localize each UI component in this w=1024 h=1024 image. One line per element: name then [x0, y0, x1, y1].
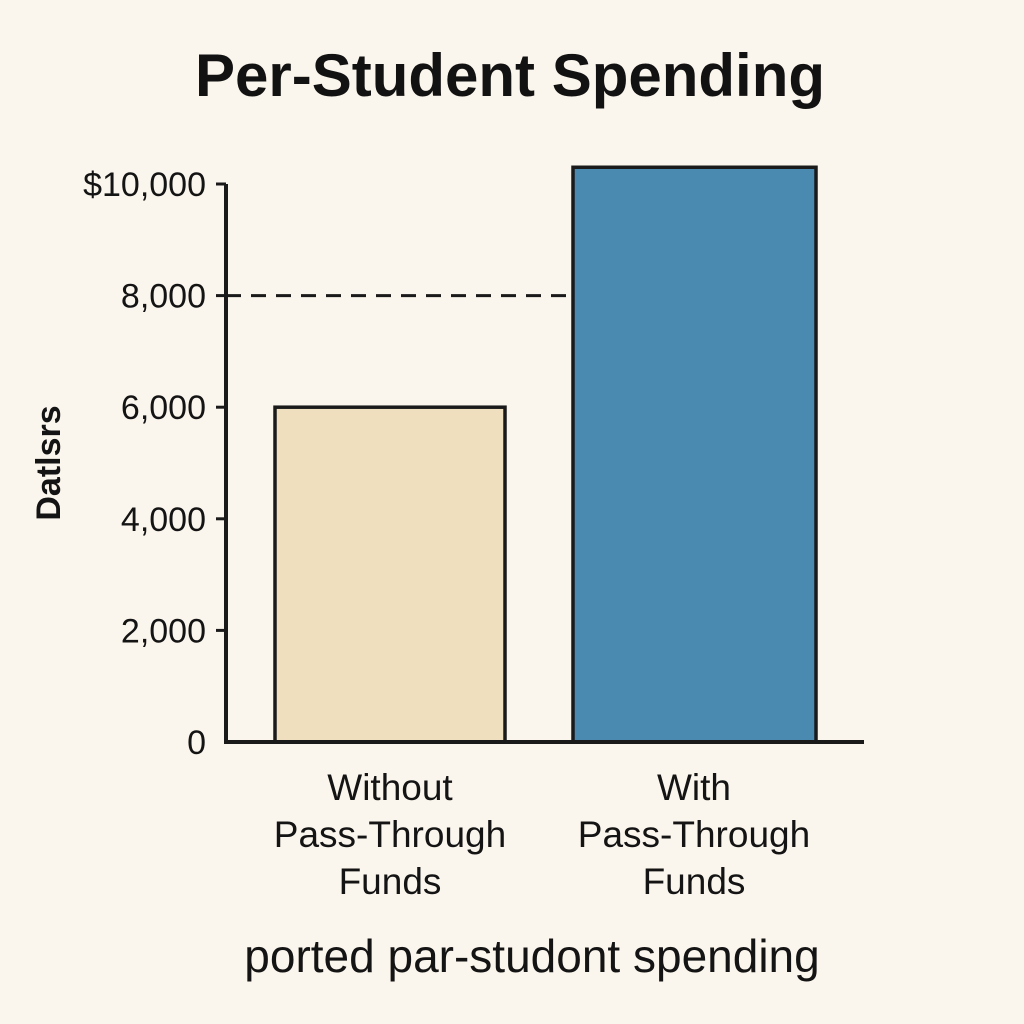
x-category-label: With Pass-Through Funds [578, 767, 810, 902]
bar-1 [571, 165, 818, 744]
y-tick-label: 4,000 [121, 501, 206, 539]
y-tick-label: 6,000 [121, 389, 206, 427]
y-tick-label: 8,000 [121, 278, 206, 316]
bar-0 [273, 405, 507, 744]
plot-area: 0 2,000 4,000 6,000 8,000 $10,000 Datlsrs Witho… [30, 165, 864, 902]
y-tick-label: 0 [187, 724, 206, 762]
y-axis-label: Datlsrs [30, 405, 68, 520]
y-tick-label: 2,000 [121, 612, 206, 650]
chart-caption: ported par-studont spending [244, 930, 819, 982]
y-tick-label: $10,000 [83, 166, 206, 204]
chart-title: Per-Student Spending [195, 42, 825, 109]
x-category-label: Without Pass-Through Funds [274, 767, 506, 902]
